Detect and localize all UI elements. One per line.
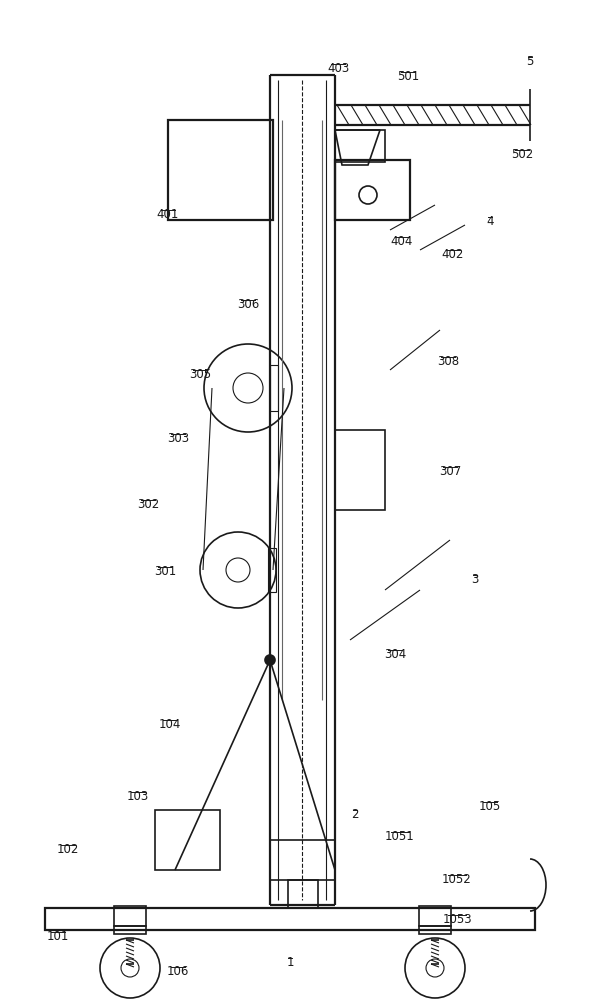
Text: 3: 3 (471, 573, 478, 586)
Bar (45, 908, 535, 930)
Text: 1052: 1052 (442, 873, 472, 886)
Bar (270, 365, 278, 411)
Bar (168, 120, 273, 220)
Bar (335, 430, 385, 510)
Text: 1: 1 (286, 956, 294, 969)
Text: 2: 2 (351, 808, 359, 821)
Bar (288, 880, 318, 908)
Bar (114, 906, 146, 926)
Text: 404: 404 (391, 235, 413, 248)
Text: 4: 4 (486, 215, 494, 228)
Bar (419, 926, 451, 934)
Text: 1053: 1053 (442, 913, 472, 926)
Text: 101: 101 (47, 930, 69, 943)
Text: 102: 102 (57, 843, 79, 856)
Bar (114, 926, 146, 934)
Text: 1051: 1051 (385, 830, 415, 843)
Text: 103: 103 (127, 790, 149, 803)
Text: 402: 402 (442, 248, 464, 261)
Bar (270, 840, 335, 880)
Bar (155, 810, 220, 870)
Text: 502: 502 (511, 148, 533, 161)
Text: 306: 306 (237, 298, 259, 311)
Text: 501: 501 (397, 70, 419, 83)
Text: 105: 105 (479, 800, 501, 813)
Text: 302: 302 (137, 498, 159, 511)
Text: 401: 401 (157, 208, 179, 221)
Bar (419, 906, 451, 926)
Text: 5: 5 (526, 55, 534, 68)
Bar (335, 130, 385, 162)
Text: 308: 308 (437, 355, 459, 368)
Text: 303: 303 (167, 432, 189, 445)
Text: 104: 104 (159, 718, 181, 731)
Text: 304: 304 (384, 648, 406, 661)
Text: 403: 403 (327, 62, 349, 75)
Text: 305: 305 (189, 368, 211, 381)
Bar (268, 548, 276, 592)
Text: 106: 106 (167, 965, 189, 978)
Text: 307: 307 (439, 465, 461, 478)
Circle shape (265, 655, 275, 665)
Text: 301: 301 (154, 565, 176, 578)
Bar (335, 160, 410, 220)
